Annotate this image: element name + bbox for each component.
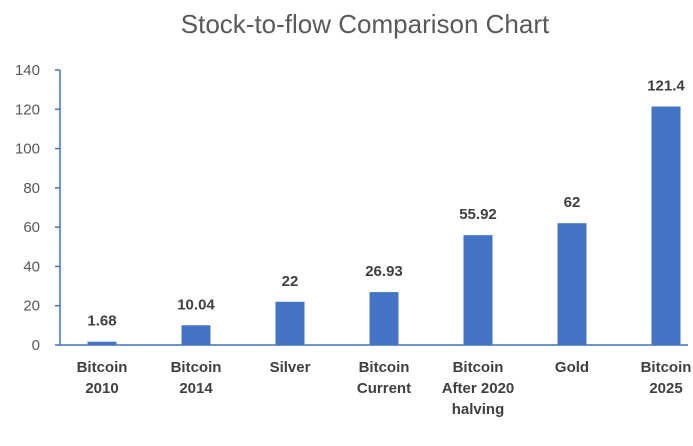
bar [557, 223, 587, 345]
bar [87, 341, 117, 345]
y-tick-label: 120 [15, 101, 40, 118]
x-tick-label: Bitcoin Current [357, 359, 411, 397]
x-tick-labels: Bitcoin 2010 Bitcoin 2014 Silver Bitcoin Curre… [77, 359, 692, 418]
chart-title: Stock-to-flow Comparison Chart [181, 9, 550, 39]
y-tick-label: 0 [32, 337, 40, 354]
y-tick-label: 100 [15, 141, 40, 158]
x-tick-label: Bitcoin After 2020 halving [442, 359, 515, 418]
data-label: 1.68 [87, 313, 116, 330]
x-tick-label: Bitcoin 2010 [77, 359, 128, 397]
data-label: 55.92 [459, 206, 497, 223]
y-tick-label: 40 [23, 258, 40, 275]
data-label: 26.93 [365, 263, 403, 280]
bar-series [87, 106, 681, 346]
bar [463, 235, 493, 345]
data-label: 22 [282, 273, 299, 290]
data-label: 10.04 [177, 296, 215, 313]
x-tick-label: Silver [270, 359, 311, 376]
bar [275, 301, 305, 345]
data-labels: 1.68 10.04 22 26.93 55.92 62 121.4 [87, 78, 685, 330]
y-axis: 0 20 40 60 80 100 120 140 [15, 62, 61, 354]
x-tick-label: Bitcoin 2014 [171, 359, 222, 397]
y-tick-label: 60 [23, 219, 40, 236]
bar [181, 325, 211, 345]
bar [651, 106, 681, 346]
y-tick-label: 80 [23, 180, 40, 197]
y-tick-label: 20 [23, 298, 40, 315]
x-tick-label: Gold [555, 359, 589, 376]
y-tick-label: 140 [15, 62, 40, 79]
bar [369, 292, 399, 345]
data-label: 62 [564, 194, 581, 211]
data-label: 121.4 [647, 78, 685, 95]
x-tick-label: Bitcoin 2025 [641, 359, 692, 397]
